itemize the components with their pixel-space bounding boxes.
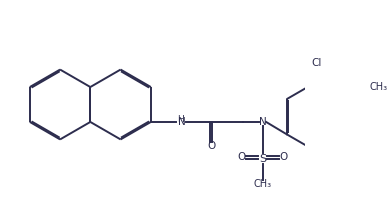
Text: N: N (259, 117, 267, 127)
Text: Cl: Cl (312, 58, 322, 68)
Text: O: O (238, 152, 246, 162)
Text: S: S (259, 154, 266, 164)
Text: O: O (279, 152, 288, 162)
Text: CH₃: CH₃ (253, 179, 272, 189)
Text: H: H (177, 115, 184, 124)
Text: CH₃: CH₃ (369, 82, 387, 92)
Text: O: O (208, 141, 216, 151)
Text: N: N (178, 117, 186, 127)
